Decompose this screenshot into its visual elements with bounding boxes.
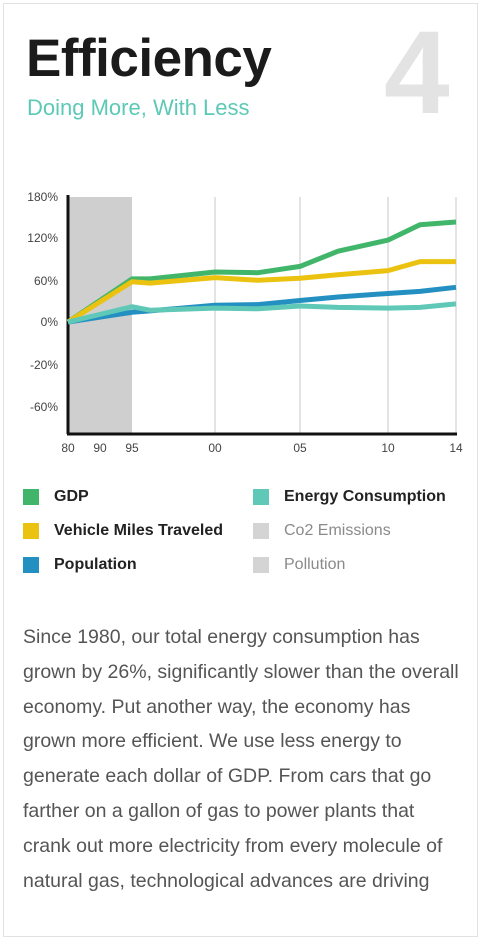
legend-swatch-pollution	[253, 557, 269, 573]
legend-label-energy: Energy Consumption	[284, 488, 446, 505]
series-line-energy	[67, 301, 457, 325]
chart-x-tick-labels: 80 90 95 00 05 10 14	[61, 441, 463, 455]
legend-label-co2: Co2 Emissions	[284, 522, 391, 539]
page-subtitle: Doing More, With Less	[27, 95, 250, 120]
y-tick-label: 60%	[34, 274, 58, 288]
chart-axes	[66, 195, 457, 436]
legend-swatch-energy	[253, 489, 269, 505]
series-line-population	[67, 284, 457, 325]
page-title: Efficiency	[26, 29, 272, 88]
x-tick-label: 00	[208, 441, 222, 455]
series-line-vmt	[66, 259, 456, 325]
section-number: 4	[384, 7, 450, 139]
x-tick-label: 10	[381, 441, 395, 455]
infographic-card: Efficiency Doing More, With Less 4	[3, 3, 478, 937]
legend-swatch-gdp	[23, 489, 39, 505]
legend-swatch-co2	[253, 523, 269, 539]
legend-swatch-vmt	[23, 523, 39, 539]
legend-swatch-population	[23, 557, 39, 573]
legend-label-pollution: Pollution	[284, 556, 346, 573]
chart-series-lines	[66, 219, 457, 325]
y-tick-label: 180%	[27, 190, 58, 204]
y-tick-label: -60%	[30, 400, 58, 414]
y-tick-label: -20%	[30, 358, 58, 372]
x-tick-label: 95	[125, 441, 139, 455]
legend-label-gdp: GDP	[54, 488, 89, 505]
x-tick-label: 90	[93, 441, 107, 455]
x-tick-label: 80	[61, 441, 75, 455]
y-tick-label: 0%	[41, 315, 59, 329]
efficiency-line-chart: 180% 120% 60% 0% -20% -60% 80 90 95 00 05 10 14	[27, 190, 463, 455]
series-line-gdp	[66, 219, 457, 325]
legend-label-population: Population	[54, 556, 137, 573]
chart-gridlines	[214, 197, 457, 434]
x-tick-label: 05	[293, 441, 307, 455]
chart-y-tick-labels: 180% 120% 60% 0% -20% -60%	[27, 190, 58, 414]
legend-label-vmt: Vehicle Miles Traveled	[54, 522, 223, 539]
y-tick-label: 120%	[27, 231, 58, 245]
chart-legend: GDP Energy Consumption Vehicle Miles Tra…	[23, 486, 463, 586]
x-tick-label: 14	[449, 441, 463, 455]
body-paragraph: Since 1980, our total energy consumption…	[23, 626, 459, 892]
